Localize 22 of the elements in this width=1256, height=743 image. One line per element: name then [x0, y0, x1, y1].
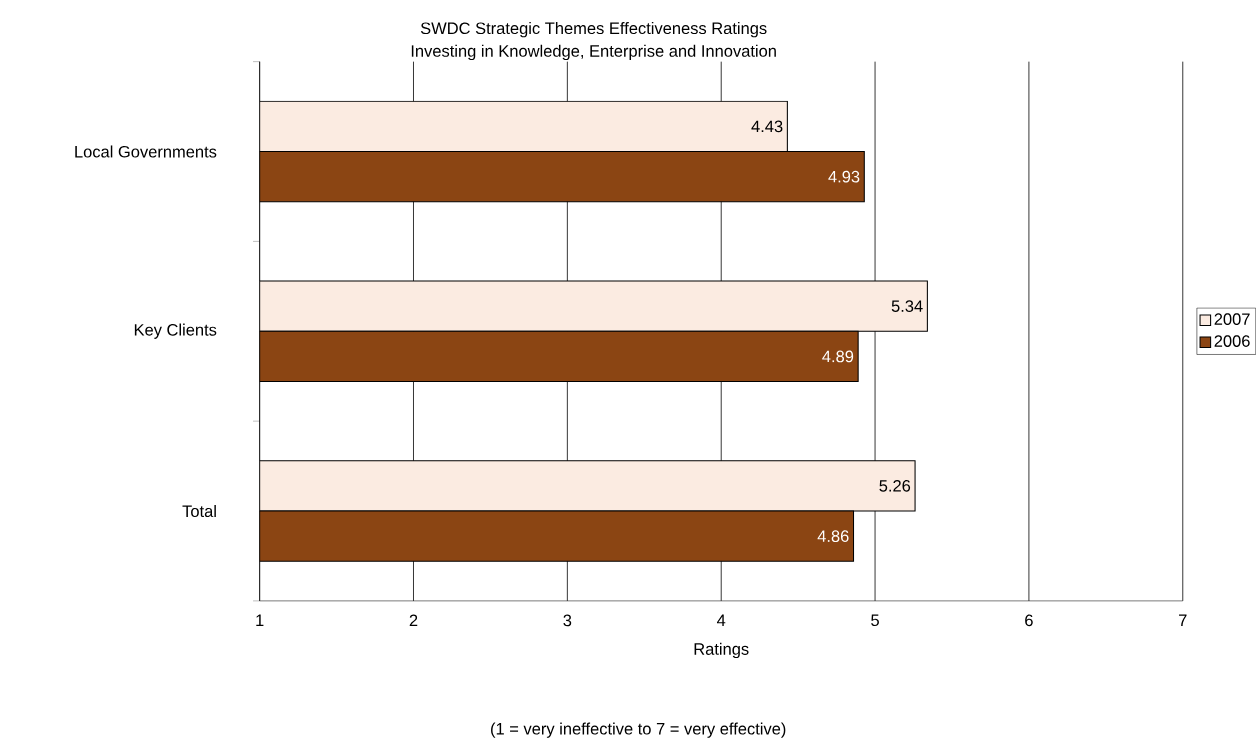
x-axis-title: Ratings [694, 642, 749, 658]
legend-label: 2006 [1214, 335, 1250, 347]
legend-label: 2007 [1214, 313, 1250, 325]
x-tick-label: 1 [256, 614, 264, 626]
data-label: 5.34 [891, 300, 923, 312]
x-tick-label: 6 [1025, 614, 1033, 627]
x-tick-label: 7 [1179, 614, 1187, 626]
x-tick-label: 4 [717, 614, 726, 626]
chart-subtitle: Investing in Knowledge, Enterprise and Innovation [411, 44, 776, 60]
data-label: 4.89 [822, 350, 854, 363]
chart-title: SWDC Strategic Themes Effectiveness Ratings [420, 21, 767, 38]
data-label: 5.26 [879, 479, 911, 492]
data-label: 4.86 [817, 530, 849, 542]
x-tick-label: 3 [563, 614, 572, 627]
y-tick-label: Local Governments [75, 145, 217, 158]
x-tick-label: 2 [409, 614, 418, 626]
text: (1 = very ineffective to 7 = very effective) [491, 722, 786, 738]
data-label: 4.43 [751, 120, 783, 133]
data-label: 4.93 [828, 170, 860, 183]
y-tick-label: Total [182, 504, 216, 517]
y-tick-label: Key Clients [134, 323, 217, 339]
x-tick-label: 5 [871, 614, 879, 626]
